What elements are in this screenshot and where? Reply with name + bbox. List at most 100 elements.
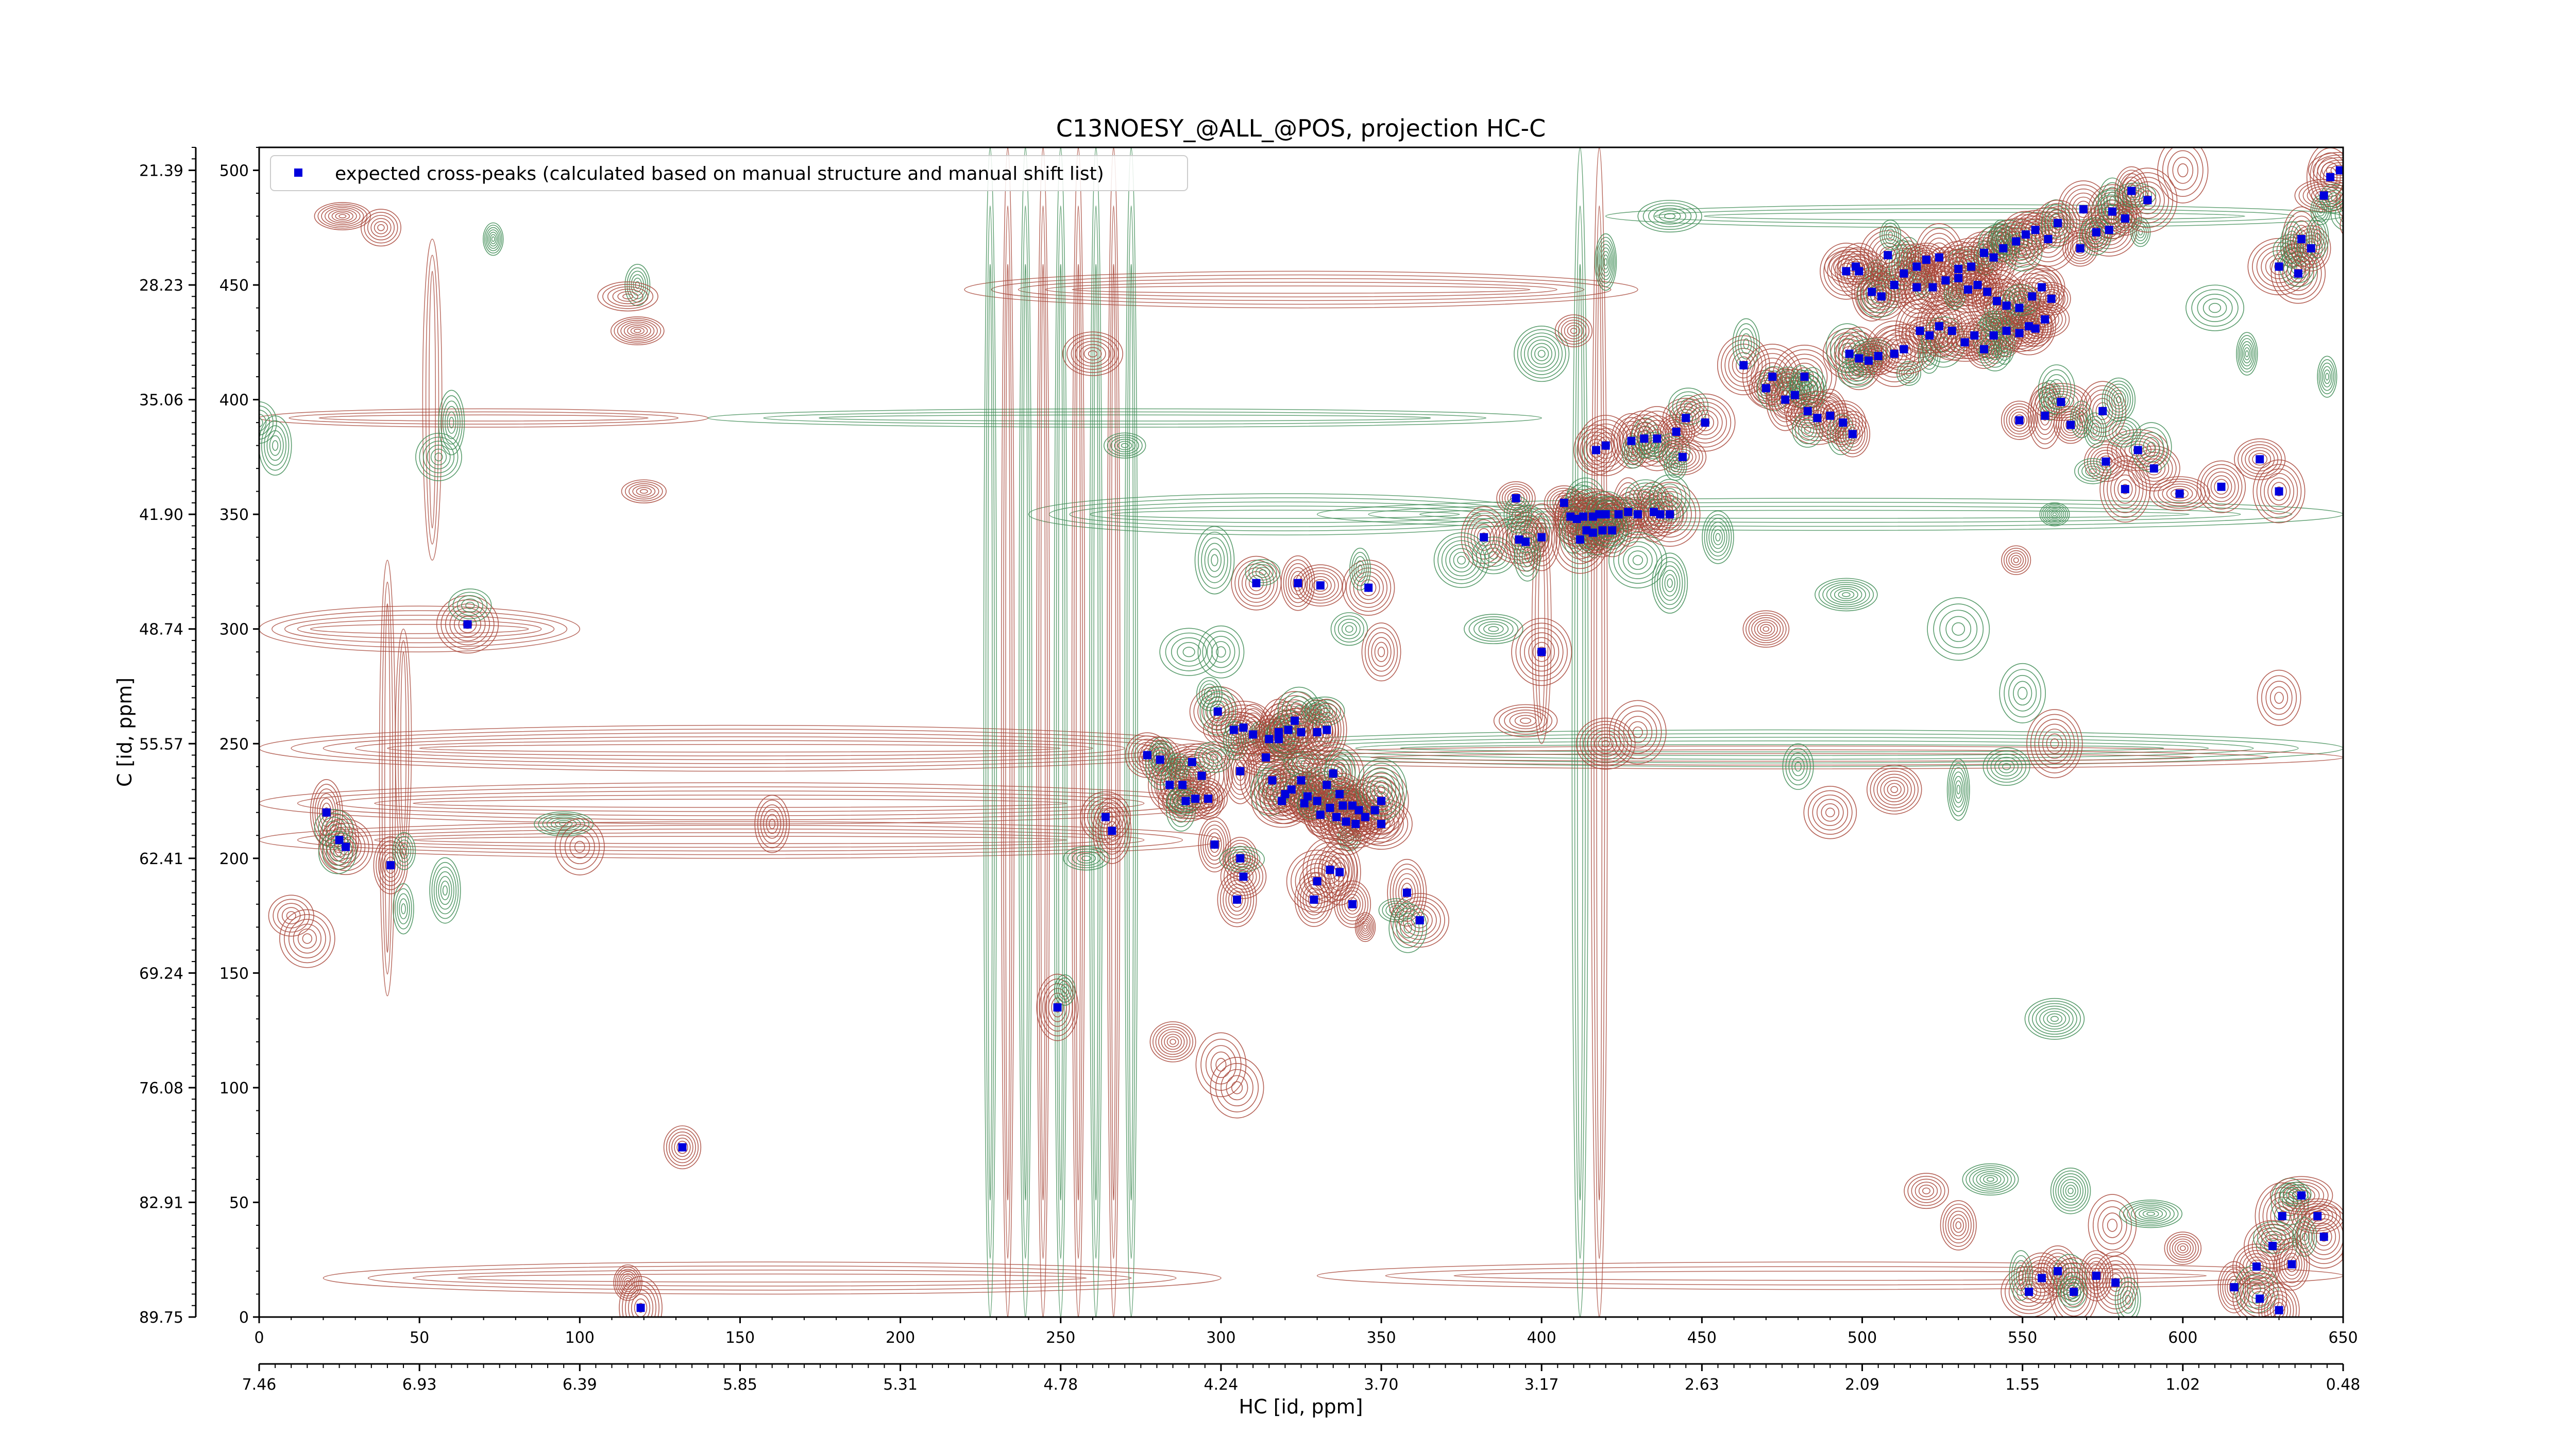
- contour-layer: [259, 147, 2343, 1317]
- contour-ring: [1757, 621, 1775, 636]
- cross-peak-marker: [1980, 248, 1989, 257]
- cross-peak-marker: [1236, 767, 1245, 775]
- contour-ring: [2066, 1285, 2079, 1299]
- cross-peak-marker: [2307, 244, 2315, 252]
- contour-ring: [322, 822, 369, 871]
- contour-ring: [2335, 187, 2343, 217]
- contour-ring: [1170, 1039, 1176, 1045]
- cross-peak-marker: [2287, 1260, 2296, 1269]
- cross-peak-marker: [335, 836, 344, 845]
- contour-ring: [1205, 828, 1225, 861]
- contour-ring: [1511, 618, 1572, 686]
- contour-ring: [1950, 767, 1967, 812]
- contour-ring: [1374, 642, 1388, 662]
- x-tick-label: 500: [1848, 1329, 1877, 1347]
- contour-ring: [2260, 1235, 2285, 1258]
- contour-ring: [2290, 1198, 2343, 1234]
- contour-ring: [1823, 246, 1869, 296]
- contour-ring: [2030, 714, 2079, 773]
- contour-streak: [819, 414, 1431, 421]
- contour-ring: [1825, 807, 1835, 818]
- contour-ring: [2196, 460, 2246, 513]
- cross-peak-marker: [1954, 274, 1963, 282]
- cross-peak-marker: [1281, 790, 1290, 799]
- contour-ring: [1121, 443, 1129, 448]
- contour-ring: [676, 1140, 688, 1154]
- cross-peak-marker: [2275, 262, 2283, 271]
- contour-ring: [1623, 501, 1634, 522]
- contour-ring: [632, 485, 656, 498]
- contour-ring: [2236, 1276, 2283, 1317]
- contour-ring: [1361, 622, 1401, 682]
- contour-ring: [318, 831, 357, 874]
- contour-ring: [438, 390, 465, 455]
- contour-streak: [1076, 264, 1081, 1201]
- contour-ring: [663, 1125, 702, 1170]
- contour-ring: [1715, 533, 1721, 542]
- contour-ring: [1791, 757, 1805, 777]
- contour-ring: [2227, 1276, 2242, 1299]
- contour-ring: [1956, 784, 1961, 795]
- contour-ring: [1103, 816, 1121, 846]
- contour-ring: [1654, 556, 1686, 610]
- contour-streak: [1703, 212, 2245, 221]
- contour-ring: [1880, 331, 1927, 367]
- contour-ring: [2045, 507, 2064, 522]
- cross-peak-marker: [2111, 1278, 2120, 1287]
- contour-ring: [1979, 1173, 2002, 1186]
- contour-ring: [2313, 228, 2323, 246]
- y-tick-label: 200: [219, 850, 249, 868]
- contour-ring: [1394, 897, 1445, 944]
- contour-ring: [1601, 740, 1610, 748]
- cross-peak-marker: [1900, 269, 1908, 278]
- contour-ring: [1940, 1200, 1977, 1251]
- contour-ring: [1268, 707, 1334, 757]
- contour-ring: [2072, 404, 2091, 435]
- contour-streak: [384, 603, 391, 953]
- contour-ring: [1396, 913, 1420, 943]
- contour-ring: [2270, 243, 2326, 304]
- contour-ring: [2313, 152, 2343, 202]
- contour-ring: [1457, 555, 1466, 565]
- contour-ring: [1092, 798, 1132, 864]
- cross-peak-marker: [2028, 292, 2037, 301]
- contour-ring: [2014, 243, 2031, 260]
- cross-peak-marker: [2121, 485, 2129, 494]
- cross-peak-marker: [1188, 757, 1196, 766]
- contour-ring: [321, 816, 346, 840]
- contour-ring: [399, 843, 409, 859]
- contour-ring: [2089, 468, 2097, 475]
- cross-peak-marker: [1342, 817, 1350, 826]
- contour-ring: [429, 857, 461, 924]
- y-ppm-label: 89.75: [139, 1309, 183, 1327]
- cross-peak-marker: [1813, 414, 1822, 423]
- contour-ring: [1483, 623, 1504, 635]
- contour-ring: [1847, 427, 1858, 441]
- cross-peak-marker: [1916, 327, 1924, 335]
- contour-ring: [1708, 521, 1727, 553]
- x-tick-label: 200: [886, 1329, 915, 1347]
- contour-ring: [1830, 586, 1862, 603]
- contour-ring: [1211, 641, 1231, 663]
- contour-ring: [1674, 393, 1736, 452]
- cross-peak-marker: [2054, 218, 2062, 227]
- contour-ring: [1873, 770, 1916, 808]
- contour-ring: [1702, 510, 1734, 564]
- contour-ring: [1346, 563, 1392, 612]
- contour-ring: [2279, 1245, 2305, 1284]
- contour-streak: [318, 414, 649, 421]
- contour-ring: [1537, 647, 1547, 657]
- cross-peak-marker: [2108, 207, 2116, 216]
- cross-peak-marker: [1294, 579, 1302, 587]
- contour-ring: [1945, 1207, 1972, 1244]
- contour-ring: [1194, 741, 1234, 773]
- contour-streak: [335, 790, 1145, 816]
- cross-peak-marker: [1761, 384, 1770, 393]
- contour-streak: [1056, 205, 1065, 1259]
- cross-peak-marker: [1313, 728, 1321, 736]
- contour-ring: [2109, 386, 2129, 413]
- y-tick-label: 100: [219, 1079, 249, 1098]
- contour-ring: [1762, 626, 1770, 632]
- contour-ring: [1672, 449, 1693, 465]
- cross-peak-marker: [2105, 226, 2113, 234]
